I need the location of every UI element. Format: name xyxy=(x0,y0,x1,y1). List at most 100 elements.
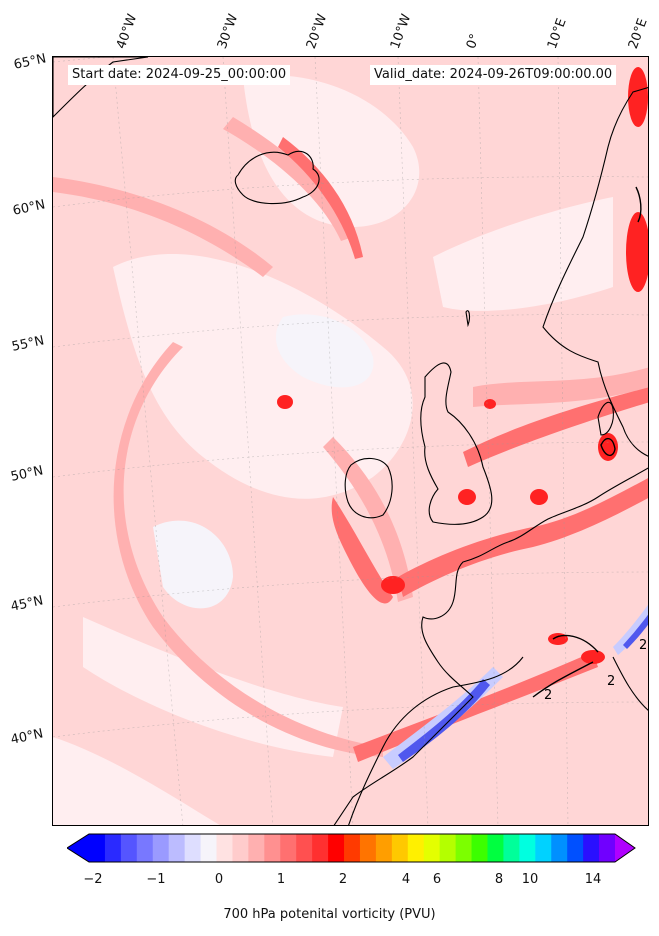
start-date-label: Start date: 2024-09-25_00:00:00 xyxy=(68,65,291,85)
field-strong-band xyxy=(398,478,648,597)
graticule-line xyxy=(53,314,648,348)
graticule-line xyxy=(477,57,499,825)
field-deep-spot xyxy=(530,489,548,505)
field-deep-spot xyxy=(628,67,648,127)
colorbar-tick-label: 8 xyxy=(494,872,504,887)
field-light-region xyxy=(243,75,420,227)
colorbar-segment xyxy=(407,834,425,862)
colorbar-outline xyxy=(67,833,636,863)
colorbar-segment xyxy=(359,834,377,862)
field-light-region xyxy=(113,254,413,499)
coastline-europe xyxy=(333,467,648,825)
coastline-denmark xyxy=(597,401,614,436)
colorbar-segment xyxy=(296,834,313,862)
lon-label-10w: 10°W xyxy=(387,12,415,51)
graticule-line xyxy=(397,57,429,825)
colorbar xyxy=(67,833,636,863)
coastline-great-britain xyxy=(420,362,493,525)
field-deep-spot xyxy=(381,576,405,594)
colorbar-segment xyxy=(200,834,218,862)
colorbar-segment xyxy=(455,834,473,862)
field-light-region xyxy=(53,737,220,825)
graticule-line xyxy=(53,441,648,478)
coastline-italy xyxy=(612,656,648,711)
lat-label-60n: 60°N xyxy=(11,197,47,219)
field-deep-spot xyxy=(458,489,476,505)
field-deep-spot xyxy=(484,399,496,409)
colorbar-segment xyxy=(471,834,488,862)
negative-pv-band xyxy=(623,614,648,649)
colorbar-segment xyxy=(391,834,409,862)
pv2-contour xyxy=(600,438,616,456)
lon-label-0: 0° xyxy=(463,31,484,51)
field-deep-spot xyxy=(581,650,605,664)
colorbar-segment xyxy=(104,834,122,862)
colorbar-segment xyxy=(583,834,600,862)
field-strong-band xyxy=(353,652,598,762)
colorbar-segment xyxy=(184,834,202,862)
lon-label-20e: 20°E xyxy=(625,16,651,51)
field-mid-band xyxy=(223,117,353,241)
colorbar-segment xyxy=(487,834,504,862)
colorbar-tick-label: −1 xyxy=(146,872,166,887)
valid-date-label: Valid_date: 2024-09-26T09:00:00.00 xyxy=(370,65,617,85)
colorbar-segment xyxy=(232,834,249,862)
colorbar-segment xyxy=(136,834,154,862)
field-deep-spot xyxy=(277,395,293,409)
field-deep-spot xyxy=(626,212,648,292)
colorbar-segment xyxy=(328,834,345,862)
coastline-iceland xyxy=(234,150,320,205)
graticule-line xyxy=(222,57,274,825)
coastline-iberia xyxy=(348,656,524,825)
pv-field-map: 2 2 2 xyxy=(53,57,648,825)
field-mid-band xyxy=(473,367,648,407)
lon-label-40w: 40°W xyxy=(113,12,141,51)
field-white-region xyxy=(275,314,374,388)
contour-label: 2 xyxy=(607,674,615,689)
map-panel[interactable]: 2 2 2 xyxy=(52,56,649,826)
colorbar-segment xyxy=(89,834,106,862)
coastline-shetland xyxy=(465,310,471,328)
pv2-contour xyxy=(532,661,594,698)
lat-label-45n: 45°N xyxy=(9,593,45,615)
field-mid-band xyxy=(53,177,273,277)
field-strong-band xyxy=(278,137,363,259)
lat-label-50n: 50°N xyxy=(9,463,45,485)
colorbar-segment xyxy=(120,834,138,862)
graticule-line xyxy=(53,176,648,208)
pv2-contour xyxy=(635,186,642,223)
colorbar-title: 700 hPa potenital vorticity (PVU) xyxy=(223,907,436,922)
field-white-region xyxy=(153,520,233,609)
colorbar-segment xyxy=(248,834,265,862)
colorbar-segment xyxy=(599,834,616,862)
contour-label: 2 xyxy=(639,638,647,653)
colorbar-segment xyxy=(168,834,186,862)
colorbar-over-arrow xyxy=(615,834,635,862)
colorbar-tick-label: 10 xyxy=(521,872,539,887)
colorbar-segment xyxy=(375,834,393,862)
field-light-region xyxy=(433,197,613,311)
graticule-line xyxy=(53,701,648,738)
graticule-line xyxy=(557,57,569,825)
colorbar-tick-label: 6 xyxy=(432,872,442,887)
graticule-line xyxy=(112,57,184,825)
field-mid-band xyxy=(113,342,383,757)
colorbar-segment xyxy=(551,834,568,862)
colorbar-segment xyxy=(535,834,552,862)
colorbar-segment xyxy=(503,834,520,862)
lat-label-40n: 40°N xyxy=(9,726,45,748)
coastline-scandinavia xyxy=(542,87,648,457)
graticule-line xyxy=(314,57,354,825)
lon-label-30w: 30°W xyxy=(214,12,242,51)
colorbar-segment xyxy=(152,834,170,862)
colorbar-tick-label: 0 xyxy=(214,872,224,887)
contour-label: 2 xyxy=(544,688,552,703)
colorbar-segment xyxy=(567,834,584,862)
lat-label-65n: 65°N xyxy=(12,51,48,73)
colorbar-tick-label: 1 xyxy=(276,872,286,887)
colorbar-segment xyxy=(519,834,536,862)
colorbar-under-arrow xyxy=(67,834,89,862)
colorbar-segment xyxy=(280,834,297,862)
colorbar-segment xyxy=(264,834,281,862)
field-mid-band xyxy=(323,437,413,602)
